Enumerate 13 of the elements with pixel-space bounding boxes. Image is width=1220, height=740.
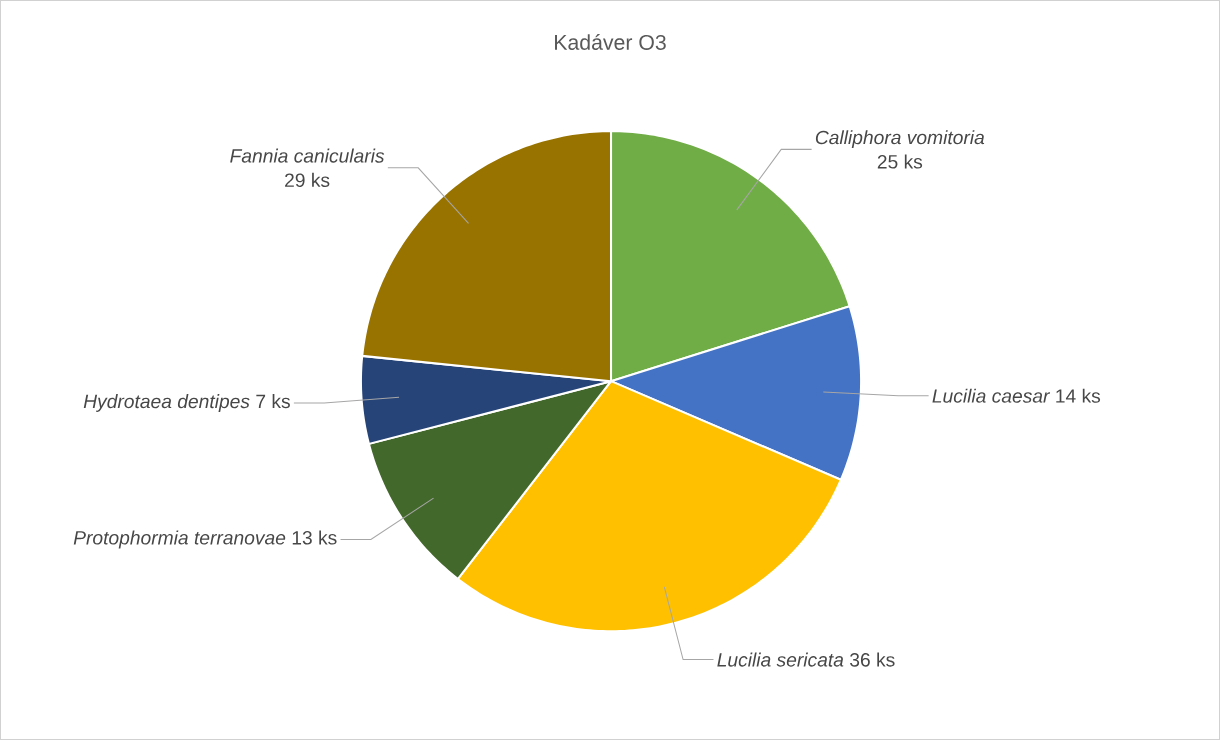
chart-title: Kadáver O3: [555, 34, 666, 50]
slice-label: Fannia canicularis: [230, 148, 385, 163]
slice-label: Lucilia caesar: [932, 388, 1051, 403]
slice-label: Protophormia terranovae: [73, 530, 286, 549]
slice-label: Hydrotaea dentipes: [83, 394, 250, 412]
slice-label: Lucilia sericata: [717, 652, 844, 667]
data-label: 14 ks: [1056, 388, 1101, 403]
data-label: 7 ks: [256, 394, 290, 409]
data-label: 36 ks: [850, 652, 895, 667]
data-label: 13 ks: [292, 530, 337, 545]
data-label: 29 ks: [285, 172, 330, 187]
slice-label: Calliphora vomitoria: [815, 130, 985, 149]
data-label: 25 ks: [877, 154, 923, 169]
